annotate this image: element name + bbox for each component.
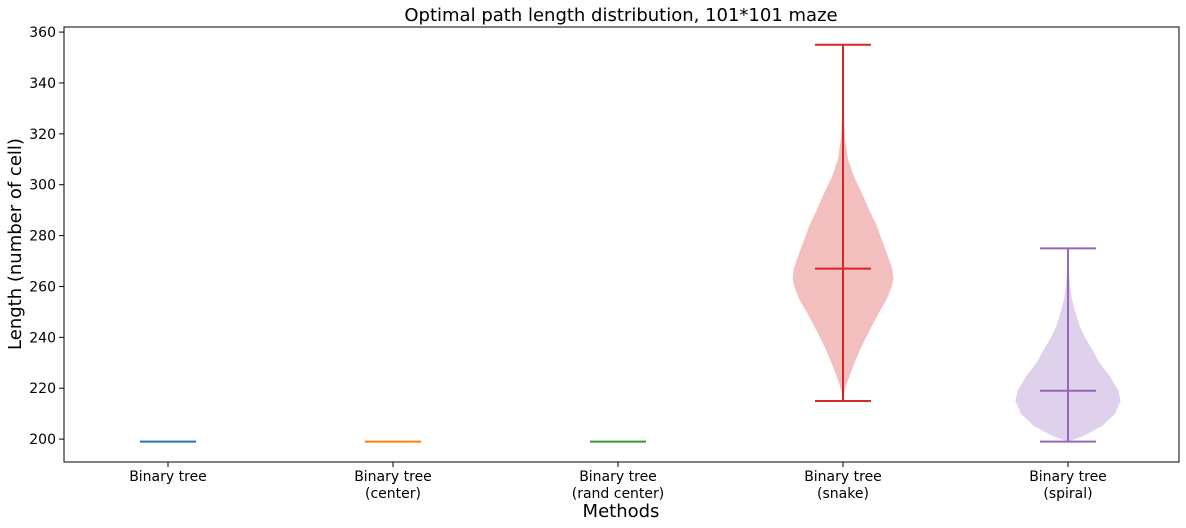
y-tick-label: 220 xyxy=(29,381,56,397)
y-tick-label: 260 xyxy=(29,279,56,295)
y-tick-label: 240 xyxy=(29,330,56,346)
y-tick-label: 340 xyxy=(29,76,56,92)
y-tick-label: 320 xyxy=(29,127,56,143)
tick-layer: 200 220 240 260 280 300 320 340 360 Binary tree Bi… xyxy=(29,25,1107,502)
chart-title: Optimal path length distribution, 101*10… xyxy=(404,5,837,26)
x-tick-label: Binary tree (spiral) xyxy=(1029,469,1107,502)
plot-frame xyxy=(63,26,1180,463)
y-tick-label: 200 xyxy=(29,432,56,448)
y-tick-label: 360 xyxy=(29,25,56,41)
x-tick-label: Binary tree (rand center) xyxy=(572,469,665,502)
y-tick-label: 300 xyxy=(29,178,56,194)
x-tick-label: Binary tree (center) xyxy=(354,469,432,502)
plot-area xyxy=(140,43,1121,443)
x-tick-label: Binary tree (snake) xyxy=(804,469,882,502)
y-axis-title: Length (number of cell) xyxy=(5,138,26,350)
x-tick-label: Binary tree xyxy=(129,469,207,485)
y-tick-label: 280 xyxy=(29,229,56,245)
x-axis-title: Methods xyxy=(583,501,660,522)
